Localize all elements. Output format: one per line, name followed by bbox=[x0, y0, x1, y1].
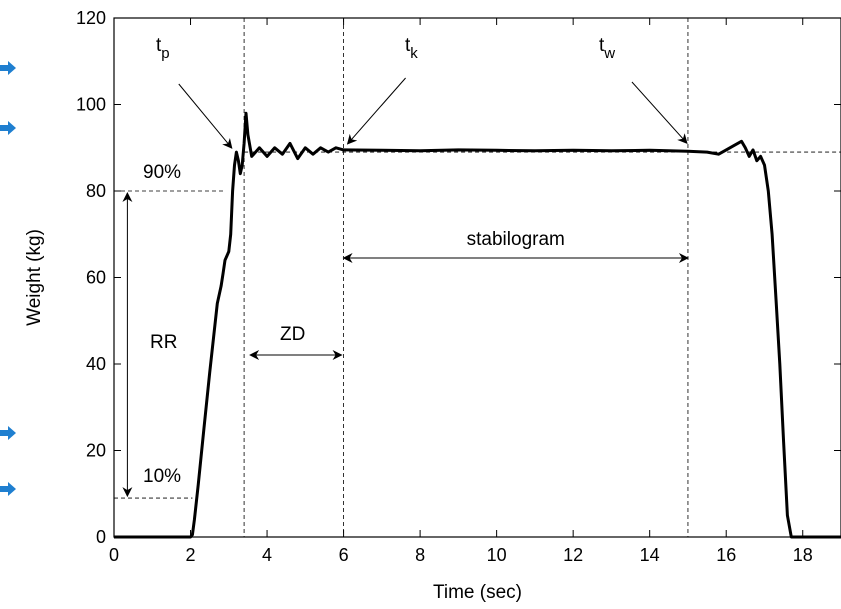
axis-ticks: 0 2 4 6 8 10 12 14 16 18 0 20 40 60 80 100 120 bbox=[76, 8, 841, 565]
annotation-arrows bbox=[122, 77, 689, 498]
tw-label-sub: w bbox=[603, 45, 615, 62]
y-tick-label: 80 bbox=[86, 181, 106, 201]
stabilogram-label: stabilogram bbox=[467, 229, 565, 250]
arrow-right-icon bbox=[0, 426, 16, 440]
tp-arrow bbox=[178, 83, 233, 149]
tk-label-sub: k bbox=[410, 45, 418, 62]
tp-label-sub: p bbox=[161, 45, 169, 62]
zd-label: ZD bbox=[280, 324, 305, 345]
y-tick-label: 120 bbox=[76, 8, 106, 28]
ten-percent-label: 10% bbox=[143, 466, 181, 487]
x-tick-label: 8 bbox=[415, 545, 425, 565]
weight-series-line bbox=[114, 111, 841, 539]
side-markers bbox=[0, 61, 16, 496]
x-tick-label: 4 bbox=[262, 545, 272, 565]
tp-label: tp bbox=[156, 35, 170, 62]
tk-label: tk bbox=[405, 35, 418, 62]
data-series bbox=[114, 111, 841, 539]
reference-lines bbox=[114, 18, 841, 537]
x-tick-label: 16 bbox=[716, 545, 736, 565]
y-axis-title: Weight (kg) bbox=[24, 229, 45, 326]
x-tick-label: 12 bbox=[563, 545, 583, 565]
tw-label: tw bbox=[599, 35, 615, 62]
x-axis-title: Time (sec) bbox=[433, 582, 522, 603]
x-tick-label: 10 bbox=[487, 545, 507, 565]
arrow-right-icon bbox=[0, 121, 16, 135]
y-tick-label: 20 bbox=[86, 441, 106, 461]
y-tick-label: 40 bbox=[86, 354, 106, 374]
tk-label-main: t bbox=[405, 35, 411, 56]
rr-label: RR bbox=[150, 332, 177, 353]
x-tick-label: 18 bbox=[793, 545, 813, 565]
x-tick-label: 0 bbox=[109, 545, 119, 565]
arrow-right-icon bbox=[0, 482, 16, 496]
arrow-right-icon bbox=[0, 61, 16, 75]
ninety-percent-label: 90% bbox=[143, 162, 181, 183]
y-tick-label: 60 bbox=[86, 268, 106, 288]
tw-arrow bbox=[631, 81, 688, 144]
x-tick-label: 14 bbox=[640, 545, 660, 565]
x-tick-label: 2 bbox=[186, 545, 196, 565]
tk-arrow bbox=[346, 77, 406, 145]
tp-label-main: t bbox=[156, 35, 162, 56]
y-tick-label: 0 bbox=[96, 527, 106, 547]
tw-label-main: t bbox=[599, 35, 605, 56]
x-tick-label: 6 bbox=[339, 545, 349, 565]
y-tick-label: 100 bbox=[76, 95, 106, 115]
